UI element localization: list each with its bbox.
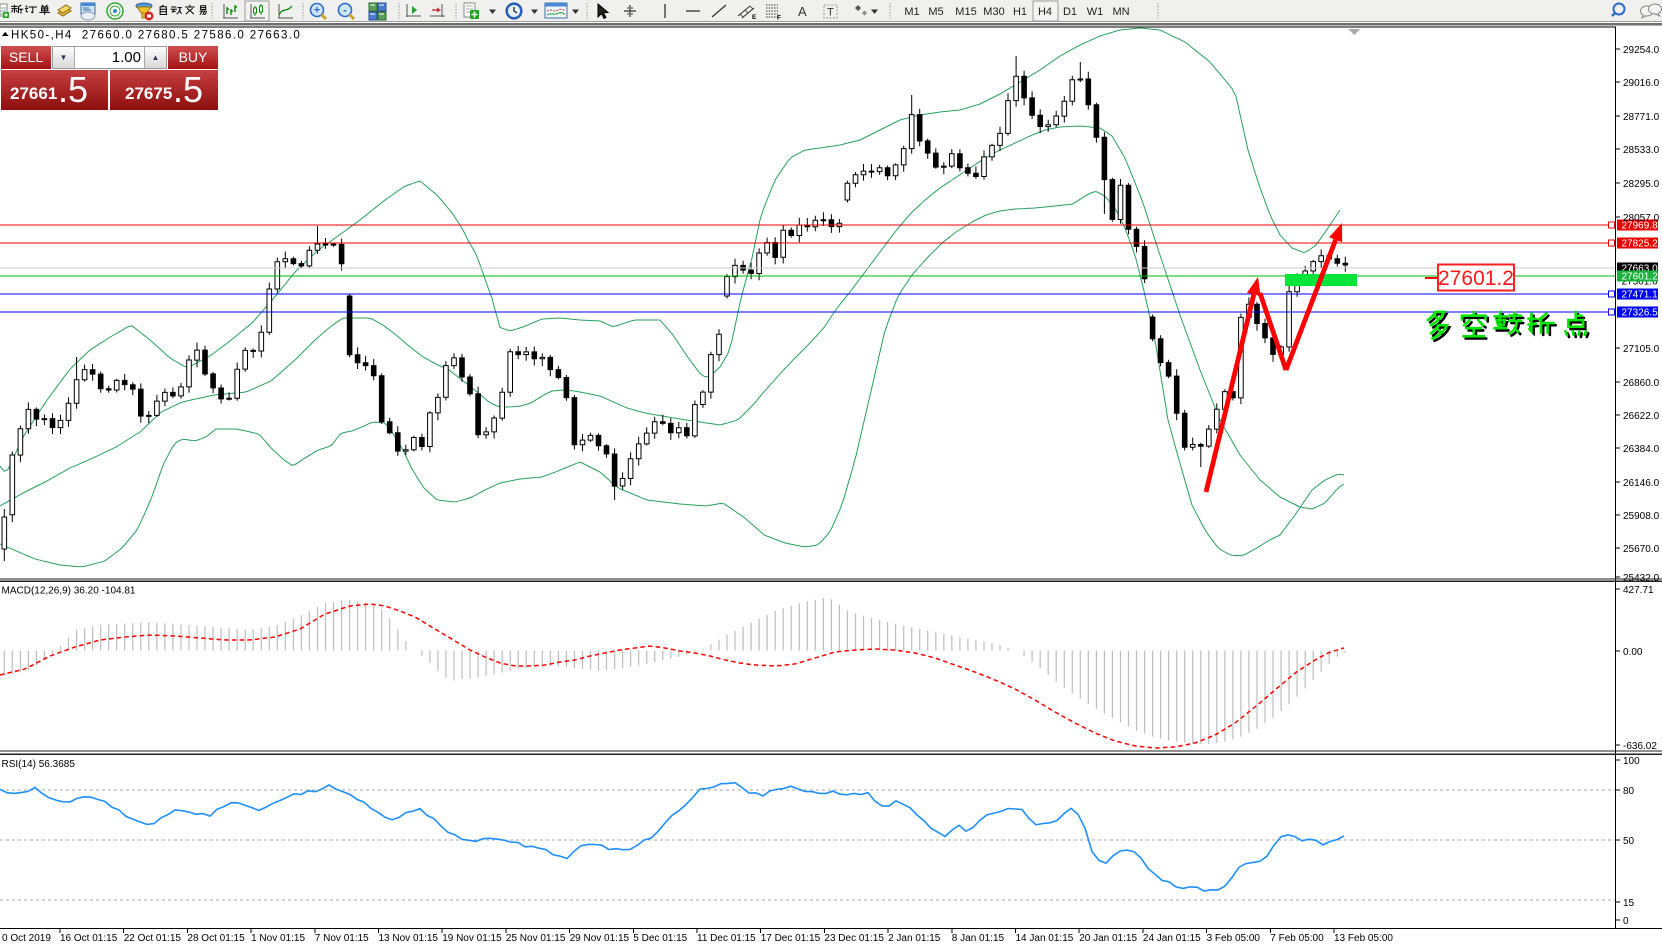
svg-text:-: - — [343, 5, 347, 17]
svg-text:25670.0: 25670.0 — [1623, 544, 1660, 555]
svg-text:H1: H1 — [1013, 6, 1027, 18]
svg-text:8 Jan 01:15: 8 Jan 01:15 — [952, 933, 1005, 944]
svg-text:11 Dec 01:15: 11 Dec 01:15 — [697, 933, 756, 944]
svg-text:+: + — [314, 5, 320, 17]
svg-text:29016.0: 29016.0 — [1623, 78, 1660, 89]
svg-text:25908.0: 25908.0 — [1623, 511, 1660, 522]
svg-text:27601.2: 27601.2 — [1622, 272, 1659, 283]
svg-text:A: A — [798, 4, 807, 19]
svg-text:28533.0: 28533.0 — [1623, 145, 1660, 156]
svg-text:M5: M5 — [928, 6, 943, 18]
svg-text:26860.0: 26860.0 — [1623, 378, 1660, 389]
svg-text:2 Jan 01:15: 2 Jan 01:15 — [888, 933, 941, 944]
svg-text:W1: W1 — [1087, 6, 1104, 18]
svg-text:MN: MN — [1112, 6, 1129, 18]
svg-text:14 Jan 01:15: 14 Jan 01:15 — [1016, 933, 1074, 944]
svg-text:20 Jan 01:15: 20 Jan 01:15 — [1079, 933, 1137, 944]
svg-text:23 Dec 01:15: 23 Dec 01:15 — [824, 933, 884, 944]
svg-text:27663.0: 27663.0 — [1622, 264, 1659, 275]
svg-text:100: 100 — [1623, 756, 1640, 767]
svg-text:27825.2: 27825.2 — [1622, 239, 1659, 250]
svg-text:19 Nov 01:15: 19 Nov 01:15 — [442, 933, 502, 944]
svg-text:27105.0: 27105.0 — [1623, 344, 1660, 355]
svg-text:50: 50 — [1623, 836, 1635, 847]
svg-text:M30: M30 — [983, 6, 1004, 18]
svg-text:7 Feb 05:00: 7 Feb 05:00 — [1270, 933, 1324, 944]
svg-text:M15: M15 — [955, 6, 976, 18]
svg-text:5 Dec 01:15: 5 Dec 01:15 — [633, 933, 687, 944]
svg-text:25 Nov 01:15: 25 Nov 01:15 — [506, 933, 566, 944]
svg-text:7 Nov 01:15: 7 Nov 01:15 — [315, 933, 369, 944]
svg-text:D1: D1 — [1063, 6, 1077, 18]
svg-text:15: 15 — [1623, 898, 1635, 909]
svg-text:28057.0: 28057.0 — [1623, 213, 1660, 224]
svg-text:28295.0: 28295.0 — [1623, 179, 1660, 190]
svg-text:0.00: 0.00 — [1623, 647, 1643, 658]
svg-text:26384.0: 26384.0 — [1623, 444, 1660, 455]
svg-text:MACD(12,26,9) 36.20 -104.81: MACD(12,26,9) 36.20 -104.81 — [2, 586, 136, 597]
svg-text:22 Oct 01:15: 22 Oct 01:15 — [124, 933, 182, 944]
svg-text:24 Jan 01:15: 24 Jan 01:15 — [1143, 933, 1201, 944]
svg-text:HK50-,H4 27660.0 27680.5 2758: HK50-,H4 27660.0 27680.5 27586.0 27663.0 — [11, 30, 301, 42]
svg-text:0 Oct 2019: 0 Oct 2019 — [2, 933, 51, 944]
svg-text:29254.0: 29254.0 — [1623, 45, 1660, 56]
svg-text:27969.8: 27969.8 — [1622, 221, 1659, 232]
svg-text:27561.0: 27561.0 — [1622, 277, 1659, 288]
svg-text:1 Nov 01:15: 1 Nov 01:15 — [251, 933, 305, 944]
svg-text:28 Oct 01:15: 28 Oct 01:15 — [187, 933, 245, 944]
svg-text:27471.1: 27471.1 — [1622, 290, 1659, 301]
svg-text:T: T — [827, 7, 834, 19]
svg-text:26622.0: 26622.0 — [1623, 411, 1660, 422]
svg-text:427.71: 427.71 — [1623, 585, 1654, 596]
svg-text:3 Feb 05:00: 3 Feb 05:00 — [1207, 933, 1261, 944]
svg-text:-636.02: -636.02 — [1623, 741, 1657, 752]
svg-text:13 Feb 05:00: 13 Feb 05:00 — [1334, 933, 1393, 944]
svg-text:H4: H4 — [1038, 6, 1052, 18]
svg-text:0: 0 — [1623, 916, 1629, 927]
svg-text:26146.0: 26146.0 — [1623, 478, 1660, 489]
svg-text:25432.0: 25432.0 — [1623, 573, 1660, 584]
svg-text:27326.5: 27326.5 — [1622, 308, 1659, 319]
svg-text:29 Nov 01:15: 29 Nov 01:15 — [570, 933, 630, 944]
svg-text:27601.2: 27601.2 — [1438, 267, 1514, 290]
svg-text:M1: M1 — [904, 6, 919, 18]
svg-text:17 Dec 01:15: 17 Dec 01:15 — [761, 933, 821, 944]
svg-text:RSI(14) 56.3685: RSI(14) 56.3685 — [2, 759, 76, 770]
svg-text:16 Oct 01:15: 16 Oct 01:15 — [60, 933, 118, 944]
svg-text:28771.0: 28771.0 — [1623, 112, 1660, 123]
svg-text:13 Nov 01:15: 13 Nov 01:15 — [379, 933, 439, 944]
svg-text:F: F — [777, 15, 781, 22]
svg-text:80: 80 — [1623, 786, 1635, 797]
svg-text:E: E — [752, 14, 757, 21]
